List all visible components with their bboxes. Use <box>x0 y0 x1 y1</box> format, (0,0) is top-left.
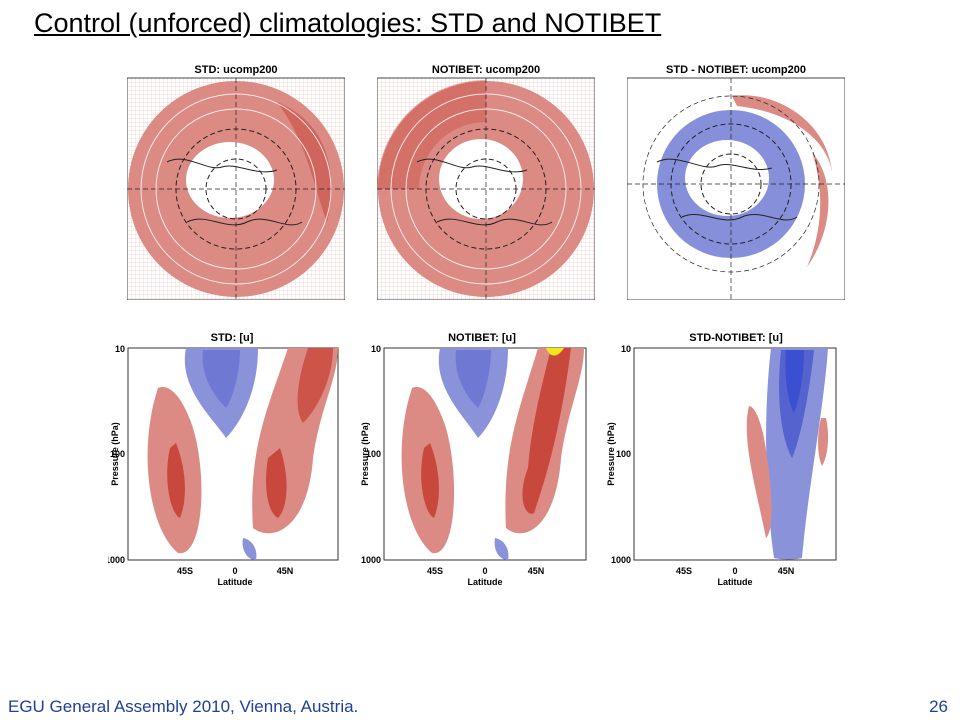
map-panel-diff: STD - NOTIBET: ucomp200 <box>626 62 846 305</box>
x-tick: 45N <box>778 566 795 576</box>
positive-core <box>266 448 287 518</box>
section-title: STD-NOTIBET: [u] <box>689 332 783 344</box>
y-tick: 1000 <box>611 555 631 565</box>
y-tick: 1000 <box>108 555 125 565</box>
y-axis-label: Pressure (hPa) <box>110 422 120 486</box>
jet-core <box>277 102 332 222</box>
x-tick: 45N <box>277 566 294 576</box>
x-axis-label: Latitude <box>718 577 753 587</box>
x-tick: 45S <box>427 566 443 576</box>
y-tick: 100 <box>366 449 381 459</box>
map-title: STD - NOTIBET: ucomp200 <box>666 64 806 76</box>
y-tick: 100 <box>110 449 125 459</box>
section-panel-diff: STD-NOTIBET: [u] Pressure (hPa) 10 100 1… <box>596 328 841 598</box>
x-tick: 0 <box>232 566 237 576</box>
x-tick: 45S <box>676 566 692 576</box>
section-panel-notibet: NOTIBET: [u] Pressure (hPa) 10 100 1000 … <box>356 328 596 598</box>
coastline <box>416 158 553 226</box>
x-axis-label: Latitude <box>218 577 253 587</box>
x-axis-label: Latitude <box>468 577 503 587</box>
x-tick: 0 <box>732 566 737 576</box>
section-title: STD: [u] <box>211 332 254 344</box>
section-panel-std: STD: [u] Pressure (hPa) 10 100 1000 45S … <box>105 328 348 598</box>
section-title: NOTIBET: [u] <box>448 332 516 344</box>
slide-title: Control (unforced) climatologies: STD an… <box>34 8 662 38</box>
y-tick: 10 <box>371 344 381 354</box>
maximum-core <box>546 348 564 356</box>
coastline <box>166 158 303 226</box>
page-number: 26 <box>929 697 948 716</box>
footer-conference: EGU General Assembly 2010, Vienna, Austr… <box>8 697 359 716</box>
y-axis-label: Pressure (hPa) <box>606 422 616 486</box>
polar-region <box>685 140 769 216</box>
x-tick: 45N <box>528 566 545 576</box>
y-tick: 1000 <box>361 555 381 565</box>
polar-region <box>439 139 523 219</box>
negative-core <box>455 350 491 408</box>
x-tick: 0 <box>482 566 487 576</box>
y-tick: 10 <box>115 344 125 354</box>
positive-contour <box>746 406 772 538</box>
y-axis-label: Pressure (hPa) <box>360 422 370 486</box>
map-title: NOTIBET: ucomp200 <box>432 64 540 76</box>
map-panel-notibet: NOTIBET: ucomp200 <box>376 62 596 305</box>
map-panel-std: STD: ucomp200 <box>126 62 346 305</box>
positive-core <box>522 348 571 514</box>
x-tick: 45S <box>177 566 193 576</box>
y-tick: 10 <box>621 344 631 354</box>
map-title: STD: ucomp200 <box>194 64 277 76</box>
jet-core <box>377 80 486 189</box>
positive-region-east <box>807 152 829 267</box>
coastline <box>656 158 798 221</box>
y-tick: 100 <box>616 449 631 459</box>
positive-region <box>732 95 832 172</box>
negative-core <box>202 350 240 408</box>
